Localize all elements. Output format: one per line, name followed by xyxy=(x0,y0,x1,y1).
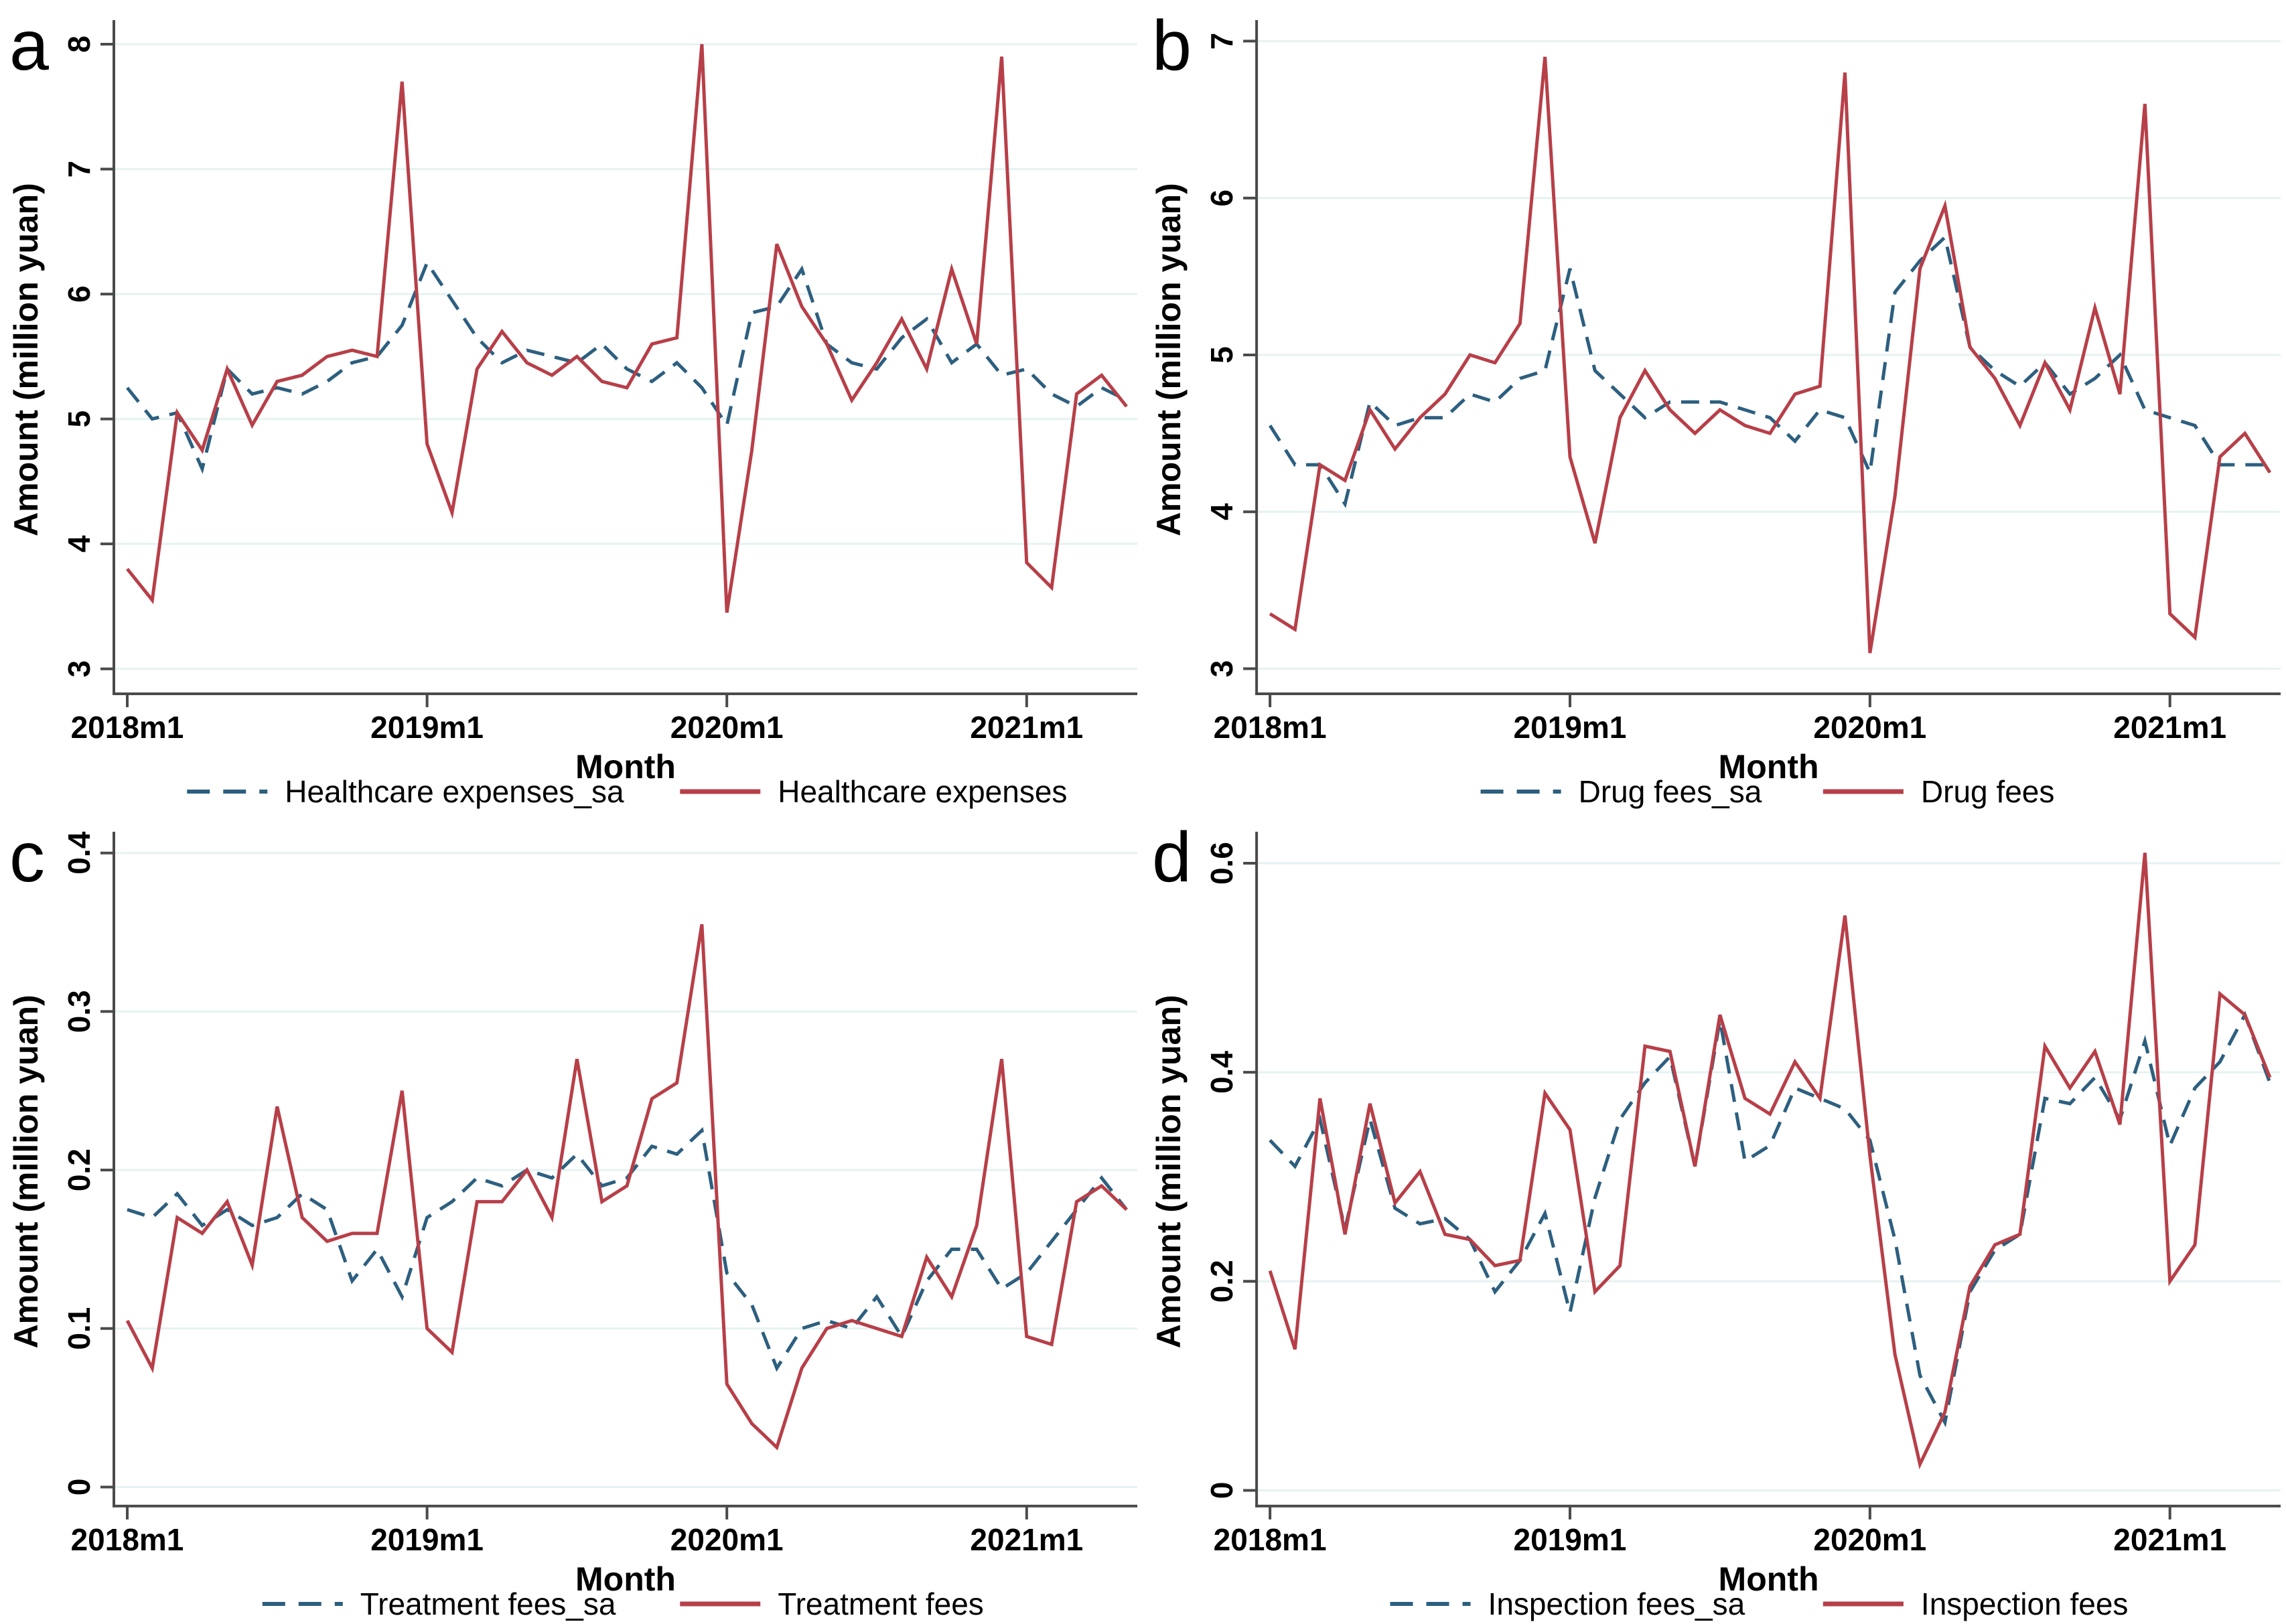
panel-d: 0 0.2 0.4 0.6 2018m1 2019m1 2020m1 2021m1 Month A… xyxy=(1143,812,2286,1624)
y-tick-label: 0 xyxy=(62,1479,96,1496)
x-axis-title: Month xyxy=(575,748,676,786)
panel-letter: d xyxy=(1152,818,1192,897)
legend-label: Drug fees xyxy=(1921,774,2054,809)
y-axis-title: Amount (million yuan) xyxy=(7,994,45,1348)
y-tick-label: 7 xyxy=(62,161,96,178)
y-axis-title: Amount (million yuan) xyxy=(1150,183,1188,536)
panel-b: 3 4 5 6 7 2018m1 2019m1 2020m1 2021m1 Month Amount… xyxy=(1143,0,2286,812)
legend-label: Inspection fees xyxy=(1921,1586,2128,1621)
series-line-seasonally-adjusted xyxy=(1269,1011,2272,1428)
y-tick-label: 4 xyxy=(1204,503,1239,520)
y-tick-label: 0.2 xyxy=(1204,1260,1239,1303)
x-tick-label: 2020m1 xyxy=(670,710,784,745)
legend-label: Healthcare expenses xyxy=(778,774,1067,809)
y-tick-label: 3 xyxy=(62,660,96,678)
x-tick-label: 2020m1 xyxy=(1813,710,1926,745)
panel-letter: c xyxy=(9,818,45,897)
series-line-raw xyxy=(1268,853,2272,1469)
legend: Treatment fees_sa Treatment fees xyxy=(262,1586,984,1621)
x-tick-label: 2021m1 xyxy=(2113,1522,2226,1557)
x-tick-label: 2018m1 xyxy=(71,710,184,745)
y-axis-title: Amount (million yuan) xyxy=(7,183,45,536)
y-tick-label: 3 xyxy=(1204,660,1239,678)
legend-label: Drug fees_sa xyxy=(1579,774,1762,809)
x-tick-label: 2019m1 xyxy=(370,1522,484,1557)
series-line-seasonally-adjusted xyxy=(1269,234,2270,508)
x-tick-label: 2018m1 xyxy=(1214,710,1327,745)
panel-c-chart: 0 0.1 0.2 0.3 0.4 2018m1 2019m1 2020m1 2021m1 Mon… xyxy=(7,818,1137,1621)
legend-label: Inspection fees_sa xyxy=(1488,1586,1745,1621)
y-tick-label: 5 xyxy=(1204,346,1239,364)
series-line-raw xyxy=(125,924,1128,1451)
panel-a-chart: 3 4 5 6 7 8 2018m1 2019m1 2020m1 2021m1 Month Amoun… xyxy=(7,6,1137,809)
legend-label: Healthcare expenses_sa xyxy=(285,774,624,809)
panel-c: 0 0.1 0.2 0.3 0.4 2018m1 2019m1 2020m1 2021m1 Mon… xyxy=(0,812,1143,1624)
panel-letter: b xyxy=(1152,6,1192,85)
x-tick-label: 2019m1 xyxy=(370,710,484,745)
panel-d-chart: 0 0.2 0.4 0.6 2018m1 2019m1 2020m1 2021m1 Month A… xyxy=(1150,818,2281,1621)
gridlines xyxy=(115,852,1137,1488)
panel-letter: a xyxy=(9,6,49,85)
panel-b-chart: 3 4 5 6 7 2018m1 2019m1 2020m1 2021m1 Month Amount… xyxy=(1150,6,2281,809)
x-tick-label: 2018m1 xyxy=(1214,1522,1327,1557)
x-axis-title: Month xyxy=(1719,748,1819,786)
legend: Inspection fees_sa Inspection fees xyxy=(1390,1586,2128,1621)
y-tick-label: 7 xyxy=(1204,33,1239,50)
y-tick-label: 4 xyxy=(62,535,96,552)
y-tick-label: 5 xyxy=(62,411,96,428)
y-tick-label: 6 xyxy=(62,285,96,303)
gridlines xyxy=(115,43,1137,670)
series-line-seasonally-adjusted xyxy=(127,1126,1128,1372)
x-tick-label: 2019m1 xyxy=(1514,710,1627,745)
gridlines xyxy=(1258,862,2281,1491)
series-line-raw xyxy=(1269,56,2272,654)
series-line-raw xyxy=(126,44,1128,613)
legend: Healthcare expenses_sa Healthcare expense… xyxy=(187,774,1067,809)
y-tick-label: 0.1 xyxy=(62,1307,96,1350)
y-tick-label: 0.4 xyxy=(1204,1051,1239,1094)
x-axis-title: Month xyxy=(1719,1560,1819,1598)
x-tick-label: 2019m1 xyxy=(1514,1522,1627,1557)
panel-a: 3 4 5 6 7 8 2018m1 2019m1 2020m1 2021m1 Month Amoun… xyxy=(0,0,1143,812)
series-line-seasonally-adjusted xyxy=(126,259,1128,474)
y-tick-label: 0.4 xyxy=(62,831,96,874)
x-tick-label: 2021m1 xyxy=(970,1522,1083,1557)
y-tick-label: 0.3 xyxy=(62,990,96,1033)
y-axis-title: Amount (million yuan) xyxy=(1150,994,1188,1348)
legend-label: Treatment fees xyxy=(778,1586,984,1621)
y-tick-label: 0 xyxy=(1204,1482,1239,1499)
x-tick-label: 2018m1 xyxy=(71,1522,184,1557)
y-tick-label: 0.2 xyxy=(62,1149,96,1191)
y-tick-label: 6 xyxy=(1204,190,1239,207)
y-tick-label: 8 xyxy=(62,35,96,53)
y-tick-label: 0.6 xyxy=(1204,842,1239,885)
gridlines xyxy=(1258,40,2281,670)
x-tick-label: 2021m1 xyxy=(2113,710,2226,745)
legend-label: Treatment fees_sa xyxy=(360,1586,616,1621)
legend: Drug fees_sa Drug fees xyxy=(1480,774,2054,809)
x-axis-title: Month xyxy=(575,1560,676,1598)
x-tick-label: 2021m1 xyxy=(970,710,1083,745)
x-tick-label: 2020m1 xyxy=(670,1522,784,1557)
x-tick-label: 2020m1 xyxy=(1813,1522,1926,1557)
